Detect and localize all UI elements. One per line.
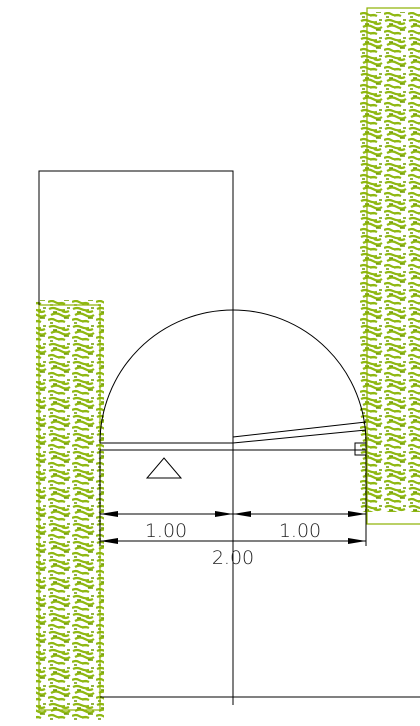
leaf-right	[232, 421, 367, 438]
dimension-label: 2.00	[212, 547, 254, 569]
stop	[354, 442, 367, 456]
outline	[38, 170, 234, 705]
leaf-right	[232, 429, 367, 444]
swing-arc	[99, 309, 367, 444]
arrows	[100, 511, 366, 544]
dimension-label: 1.00	[279, 520, 321, 542]
hedges	[36, 7, 420, 720]
dimensions: 1.00 1.00 2.00	[99, 450, 367, 569]
dimension-label: 1.00	[145, 520, 187, 542]
entry-marker	[145, 457, 183, 479]
hedge-fill-left	[36, 300, 104, 720]
plan-lines	[38, 170, 420, 705]
hedge-fill-right	[360, 12, 420, 512]
hedge-right	[366, 7, 420, 525]
